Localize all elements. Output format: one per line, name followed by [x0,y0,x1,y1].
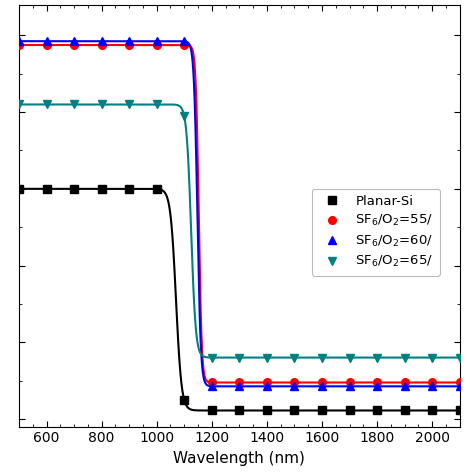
SF$_6$/O$_2$=60/ [292,383,297,389]
SF$_6$/O$_2$=55/ [182,42,187,48]
SF$_6$/O$_2$=60/ [346,383,352,389]
SF$_6$/O$_2$=65/ [402,355,408,360]
SF$_6$/O$_2$=55/ [154,42,160,48]
Planar-Si [292,408,297,413]
SF$_6$/O$_2$=55/ [292,380,297,385]
Planar-Si [264,408,270,413]
SF$_6$/O$_2$=60/ [126,38,132,44]
SF$_6$/O$_2$=55/ [71,42,77,48]
SF$_6$/O$_2$=65/ [209,355,215,360]
Planar-Si [126,186,132,191]
SF$_6$/O$_2$=55/ [374,380,380,385]
SF$_6$/O$_2$=65/ [237,355,242,360]
Planar-Si [154,186,160,192]
SF$_6$/O$_2$=65/ [346,355,352,360]
SF$_6$/O$_2$=60/ [264,383,270,389]
SF$_6$/O$_2$=60/ [71,38,77,44]
Legend: Planar-Si, SF$_6$/O$_2$=55/, SF$_6$/O$_2$=60/, SF$_6$/O$_2$=65/: Planar-Si, SF$_6$/O$_2$=55/, SF$_6$/O$_2… [312,189,440,276]
SF$_6$/O$_2$=60/ [44,38,49,44]
SF$_6$/O$_2$=55/ [44,42,49,48]
SF$_6$/O$_2$=65/ [44,101,49,107]
Planar-Si [457,408,463,413]
Planar-Si [346,408,352,413]
Planar-Si [71,186,77,191]
SF$_6$/O$_2$=55/ [209,380,215,385]
SF$_6$/O$_2$=60/ [16,38,22,44]
Planar-Si [209,408,215,413]
SF$_6$/O$_2$=60/ [99,38,104,44]
SF$_6$/O$_2$=55/ [99,42,104,48]
SF$_6$/O$_2$=60/ [429,383,435,389]
SF$_6$/O$_2$=65/ [457,355,463,360]
SF$_6$/O$_2$=65/ [154,101,160,107]
X-axis label: Wavelength (nm): Wavelength (nm) [173,451,305,466]
SF$_6$/O$_2$=65/ [71,101,77,107]
SF$_6$/O$_2$=60/ [182,38,187,44]
SF$_6$/O$_2$=65/ [292,355,297,360]
SF$_6$/O$_2$=55/ [319,380,325,385]
Planar-Si [237,408,242,413]
SF$_6$/O$_2$=55/ [237,380,242,385]
Planar-Si [44,186,49,191]
SF$_6$/O$_2$=65/ [429,355,435,360]
Planar-Si [402,408,408,413]
SF$_6$/O$_2$=55/ [429,380,435,385]
SF$_6$/O$_2$=60/ [402,383,408,389]
Line: SF$_6$/O$_2$=60/: SF$_6$/O$_2$=60/ [15,37,464,391]
Planar-Si [319,408,325,413]
SF$_6$/O$_2$=55/ [126,42,132,48]
Planar-Si [99,186,104,191]
SF$_6$/O$_2$=65/ [182,114,187,119]
SF$_6$/O$_2$=65/ [99,101,104,107]
Line: SF$_6$/O$_2$=55/: SF$_6$/O$_2$=55/ [15,41,464,386]
SF$_6$/O$_2$=55/ [264,380,270,385]
SF$_6$/O$_2$=65/ [126,101,132,107]
SF$_6$/O$_2$=60/ [154,38,160,44]
SF$_6$/O$_2$=60/ [237,383,242,389]
Planar-Si [16,186,22,191]
SF$_6$/O$_2$=65/ [319,355,325,360]
Planar-Si [182,397,187,403]
SF$_6$/O$_2$=65/ [16,101,22,107]
SF$_6$/O$_2$=55/ [16,42,22,48]
SF$_6$/O$_2$=60/ [319,383,325,389]
SF$_6$/O$_2$=65/ [264,355,270,360]
SF$_6$/O$_2$=65/ [374,355,380,360]
Planar-Si [374,408,380,413]
SF$_6$/O$_2$=55/ [346,380,352,385]
Planar-Si [429,408,435,413]
SF$_6$/O$_2$=60/ [457,383,463,389]
Line: SF$_6$/O$_2$=65/: SF$_6$/O$_2$=65/ [15,100,464,362]
Line: Planar-Si: Planar-Si [15,185,464,414]
SF$_6$/O$_2$=55/ [402,380,408,385]
SF$_6$/O$_2$=60/ [374,383,380,389]
SF$_6$/O$_2$=60/ [209,383,215,389]
SF$_6$/O$_2$=55/ [457,380,463,385]
